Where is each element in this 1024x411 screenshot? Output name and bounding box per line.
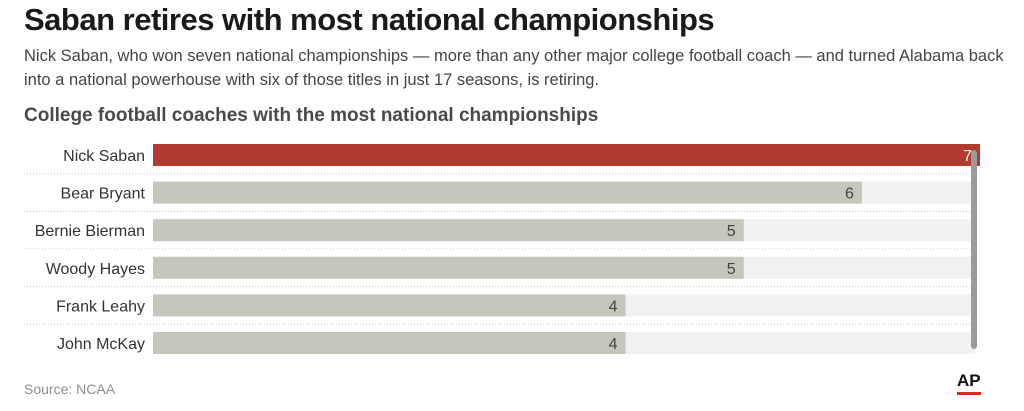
category-label: Woody Hayes [46,261,145,278]
chart-title: College football coaches with the most n… [24,105,599,126]
value-label: 5 [727,223,736,240]
bar [153,144,980,166]
scroll-indicator [971,150,977,349]
value-label: 7 [963,148,972,165]
source-note: Source: NCAA [24,381,116,397]
category-label: Bear Bryant [61,186,146,203]
ap-logo: AP [957,371,981,395]
value-label: 4 [609,298,618,315]
bar [153,294,626,317]
deck-text: Nick Saban, who won seven national champ… [24,47,1004,89]
value-label: 6 [845,186,854,203]
ap-logo-underline [957,392,981,395]
ap-logo-text: AP [957,371,981,390]
bar [153,256,744,279]
bar [153,332,626,354]
bar [153,219,744,242]
bar [153,181,862,204]
value-label: 5 [727,261,736,278]
value-label: 4 [609,336,618,353]
headline: Saban retires with most national champio… [24,2,715,37]
category-label: Nick Saban [63,148,145,165]
category-label: Frank Leahy [56,298,145,315]
category-label: John McKay [57,336,145,353]
bar-chart: Nick Saban 7 Bear Bryant 6 Bernie Bierman 5 Wo… [24,144,980,354]
category-label: Bernie Bierman [35,223,145,240]
